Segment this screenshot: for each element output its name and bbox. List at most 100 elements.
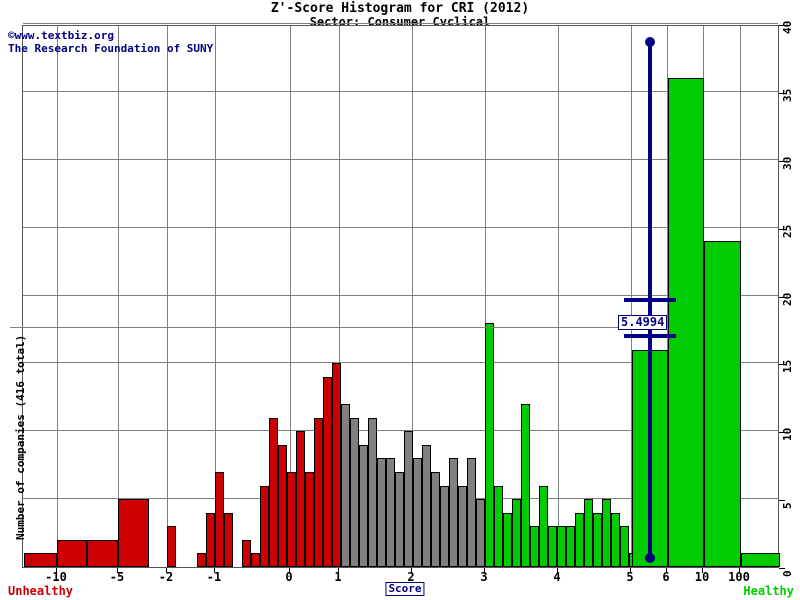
histogram-bar bbox=[521, 404, 530, 567]
x-axis-tick-mark bbox=[214, 568, 215, 573]
histogram-bar bbox=[413, 458, 422, 567]
histogram-bar bbox=[350, 417, 359, 567]
histogram-bar bbox=[422, 444, 431, 567]
gridline-vertical bbox=[412, 26, 413, 567]
histogram-bar bbox=[359, 444, 368, 567]
y-axis-tick-label: 20 bbox=[781, 292, 794, 306]
y-axis-tick-mark bbox=[779, 432, 785, 434]
histogram-bar bbox=[566, 526, 575, 567]
gridline-vertical bbox=[631, 26, 632, 567]
y-axis-tick-mark bbox=[779, 160, 785, 162]
histogram-bar bbox=[494, 485, 503, 567]
histogram-bar bbox=[467, 458, 476, 567]
gridline-vertical bbox=[167, 26, 168, 567]
marker-cap-bottom bbox=[624, 334, 676, 338]
histogram-bar bbox=[278, 444, 287, 567]
gridline-vertical bbox=[667, 26, 668, 567]
histogram-bar bbox=[314, 417, 323, 567]
histogram-bar bbox=[668, 78, 704, 567]
histogram-bar bbox=[206, 512, 215, 567]
y-axis-tick-mark bbox=[779, 568, 785, 569]
y-axis-tick-mark bbox=[779, 25, 785, 26]
x-axis-tick-label: -1 bbox=[206, 570, 222, 584]
x-axis-tick-mark bbox=[117, 568, 118, 573]
histogram-bar bbox=[269, 417, 278, 567]
histogram-bar bbox=[485, 322, 494, 567]
histogram-bar bbox=[260, 485, 269, 567]
gridline-horizontal bbox=[23, 226, 778, 228]
credit-line-1: ©www.textbiz.org bbox=[8, 29, 114, 42]
x-axis-tick-mark bbox=[56, 568, 57, 573]
histogram-bar bbox=[251, 553, 260, 567]
histogram-bar bbox=[503, 512, 512, 567]
x-axis-tick-mark bbox=[484, 568, 485, 573]
histogram-bar bbox=[593, 512, 602, 567]
histogram-bars bbox=[23, 26, 780, 567]
gridline-horizontal bbox=[23, 362, 778, 364]
x-axis-tick-label: -10 bbox=[45, 570, 67, 584]
marker-cap-top bbox=[624, 298, 676, 302]
x-axis-tick-label: 0 bbox=[285, 570, 293, 584]
histogram-bar bbox=[512, 499, 521, 567]
unhealthy-legend-label: Unhealthy bbox=[8, 584, 74, 598]
histogram-bar bbox=[611, 512, 620, 567]
x-axis-tick-label: 1 bbox=[334, 570, 342, 584]
histogram-bar bbox=[575, 512, 584, 567]
x-axis-tick-mark bbox=[166, 568, 167, 573]
histogram-bar bbox=[449, 458, 458, 567]
histogram-bar bbox=[557, 526, 566, 567]
gridline-vertical bbox=[290, 26, 291, 567]
histogram-bar bbox=[431, 471, 440, 567]
y-axis-tick-label: 30 bbox=[781, 156, 794, 170]
histogram-bar bbox=[377, 458, 386, 567]
histogram-bar bbox=[118, 499, 149, 567]
x-axis-tick-label: -2 bbox=[158, 570, 174, 584]
x-axis-tick-mark bbox=[411, 568, 412, 573]
x-axis-tick-label: 3 bbox=[480, 570, 488, 584]
gridline-vertical bbox=[558, 26, 559, 567]
gridline-vertical bbox=[215, 26, 216, 567]
histogram-bar bbox=[704, 241, 741, 567]
histogram-bar bbox=[296, 431, 305, 567]
y-axis-label: Number of companies (416 total) bbox=[14, 334, 27, 540]
x-axis-tick-mark bbox=[338, 568, 339, 573]
histogram-bar bbox=[87, 539, 118, 567]
y-axis-tick-mark bbox=[779, 500, 785, 502]
histogram-bar bbox=[323, 376, 332, 567]
histogram-bar bbox=[530, 526, 539, 567]
credit-line-2: The Research Foundation of SUNY bbox=[8, 42, 214, 55]
y-axis-tick-label: 5 bbox=[781, 502, 794, 510]
y-axis-tick-label: 40 bbox=[781, 20, 794, 34]
histogram-bar bbox=[368, 417, 377, 567]
plot-area: 5.4994 bbox=[10, 23, 780, 568]
x-axis-tick-label: 10 bbox=[694, 570, 710, 584]
x-axis-tick-mark bbox=[702, 568, 703, 573]
x-axis-tick-mark bbox=[557, 568, 558, 573]
y-axis-tick-mark bbox=[779, 296, 785, 298]
x-axis-tick-mark bbox=[289, 568, 290, 573]
gridline-horizontal bbox=[23, 294, 778, 296]
y-axis-tick-mark bbox=[779, 364, 785, 366]
histogram-bar bbox=[584, 499, 593, 567]
x-axis-tick-label: 2 bbox=[407, 570, 415, 584]
gridline-horizontal bbox=[23, 430, 778, 432]
x-axis-tick-label: -5 bbox=[109, 570, 125, 584]
histogram-bar bbox=[341, 404, 350, 567]
histogram-bar bbox=[224, 512, 233, 567]
histogram-bar bbox=[602, 499, 611, 567]
y-axis-tick-label: 0 bbox=[781, 570, 794, 577]
marker-value-label: 5.4994 bbox=[618, 315, 668, 330]
marker-dot-bottom bbox=[645, 553, 655, 563]
histogram-bar bbox=[395, 471, 404, 567]
healthy-legend-label: Healthy bbox=[743, 584, 794, 598]
histogram-bar bbox=[386, 458, 395, 567]
histogram-bar bbox=[458, 485, 467, 567]
chart-title: Z'-Score Histogram for CRI (2012) bbox=[270, 1, 530, 16]
gridline-vertical bbox=[118, 26, 119, 567]
gridline-horizontal bbox=[23, 90, 778, 92]
x-axis-tick-label: 4 bbox=[553, 570, 561, 584]
histogram-bar bbox=[287, 471, 296, 567]
histogram-bar bbox=[548, 526, 557, 567]
histogram-bar bbox=[242, 539, 251, 567]
